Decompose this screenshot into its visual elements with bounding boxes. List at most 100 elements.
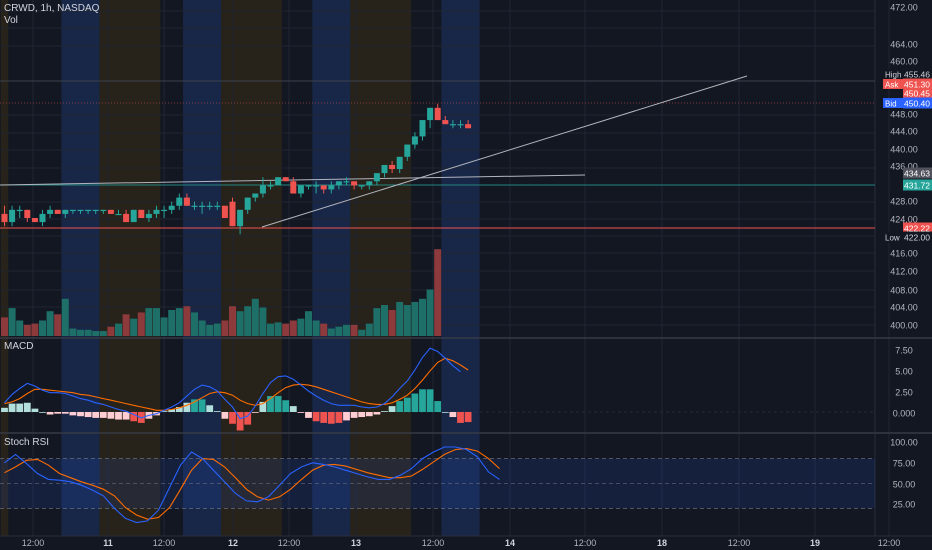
volume-bar (46, 311, 54, 336)
candle-body (313, 185, 320, 187)
macd-histogram-bar (99, 412, 107, 418)
price-tick: 448.00 (890, 110, 918, 120)
macd-histogram-bar (464, 412, 472, 423)
macd-histogram-bar (54, 412, 62, 414)
candle-body (54, 209, 61, 214)
macd-histogram-bar (449, 412, 457, 418)
candle-body (252, 193, 259, 198)
volume-bar (289, 320, 297, 336)
candle-body (259, 185, 266, 194)
volume-bars (1, 249, 442, 336)
candle-body (335, 181, 342, 186)
candle-body (1, 213, 8, 223)
candle-body (343, 181, 350, 183)
candle-body (449, 124, 456, 126)
macd-histogram-bar (312, 412, 320, 422)
candle-body (145, 213, 152, 218)
candle-body (404, 144, 411, 157)
candle-body (100, 209, 107, 212)
candles (1, 103, 472, 235)
macd-histogram-bar (92, 412, 100, 418)
candle-body (77, 209, 84, 212)
badge-value: 431.72 (904, 181, 930, 191)
volume-bar (1, 317, 8, 336)
price-tick: 424.00 (890, 215, 918, 225)
volume-bar (327, 328, 335, 336)
volume-bar (335, 326, 343, 336)
candle-body (69, 209, 76, 212)
candle-body (320, 185, 327, 190)
stoch-legend[interactable]: Stoch RSI (4, 437, 50, 448)
badge-value-bg (903, 97, 932, 109)
badge-value: 422.00 (904, 233, 930, 243)
volume-bar (16, 320, 24, 336)
macd-histogram-bar (69, 412, 77, 416)
time-tick: 12:00 (278, 538, 301, 548)
macd-legend[interactable]: MACD (4, 341, 34, 352)
candle-body (237, 209, 244, 227)
badge-label-bg (883, 79, 903, 89)
macd-histogram-bar (297, 412, 305, 413)
volume-bar (92, 331, 100, 336)
candle-body (138, 209, 145, 218)
macd-histogram-bar (365, 412, 373, 417)
macd-histogram-bar (122, 412, 130, 420)
candle-body (396, 156, 403, 170)
session-band-blue (441, 0, 480, 536)
macd-histogram-bar (419, 389, 426, 412)
volume-bar (396, 301, 404, 336)
volume-bar (419, 298, 426, 336)
candle-body (161, 209, 168, 212)
time-tick: 12:00 (153, 538, 176, 548)
price-tick: 436.00 (890, 162, 918, 172)
macd-histogram-bar (426, 389, 434, 412)
volume-bar (145, 308, 153, 336)
volume-bar (411, 301, 419, 336)
volume-bar (137, 312, 145, 336)
volume-bar (251, 298, 259, 336)
candle-body (297, 185, 304, 194)
stoch-pane (0, 446, 875, 524)
session-band-orange (0, 0, 9, 536)
volume-bar (373, 308, 381, 336)
macd-histogram-bar (327, 412, 335, 424)
macd-histogram-bar (1, 407, 8, 412)
volume-bar (282, 323, 290, 336)
macd-histogram-bar (274, 396, 282, 412)
candle-body (199, 205, 206, 207)
macd-histogram-bar (396, 401, 404, 412)
macd-histogram-bar (8, 403, 16, 412)
macd-histogram-bar (115, 412, 122, 420)
macd-histogram-bar (320, 412, 328, 423)
macd-histogram-bar (434, 401, 442, 412)
price-tick: 404.00 (890, 303, 918, 313)
volume-bar (115, 323, 122, 336)
volume-legend[interactable]: Vol (4, 15, 18, 26)
stoch-tick: 25.00 (893, 500, 916, 510)
candle-body (16, 209, 23, 212)
volume-bar (305, 311, 312, 336)
volume-bar (84, 329, 92, 336)
stoch-tick: 50.00 (893, 480, 916, 490)
time-tick: 12:00 (422, 538, 445, 548)
macd-histogram-bar (213, 411, 221, 412)
macd-histogram-bar (46, 412, 54, 415)
macd-histogram-bar (289, 406, 297, 412)
volume-bar (434, 249, 442, 336)
time-tick: 12:00 (878, 538, 901, 548)
candle-body (31, 218, 38, 223)
symbol-legend[interactable]: CRWD, 1h, NASDAQ (4, 3, 100, 14)
macd-histogram-bar (403, 397, 411, 412)
candle-body (267, 185, 274, 187)
candle-body (39, 213, 46, 223)
volume-bar (61, 298, 69, 336)
stoch-tick: 75.00 (893, 459, 916, 469)
macd-histogram-bar (381, 411, 388, 412)
stoch-k-line (4, 446, 500, 524)
volume-bar (244, 306, 252, 336)
macd-line (4, 347, 461, 420)
trend-line-flat (0, 174, 586, 186)
macd-histogram-bar (16, 403, 24, 412)
badge-value-bg (903, 231, 932, 243)
stoch-tick: 100.00 (890, 438, 918, 448)
